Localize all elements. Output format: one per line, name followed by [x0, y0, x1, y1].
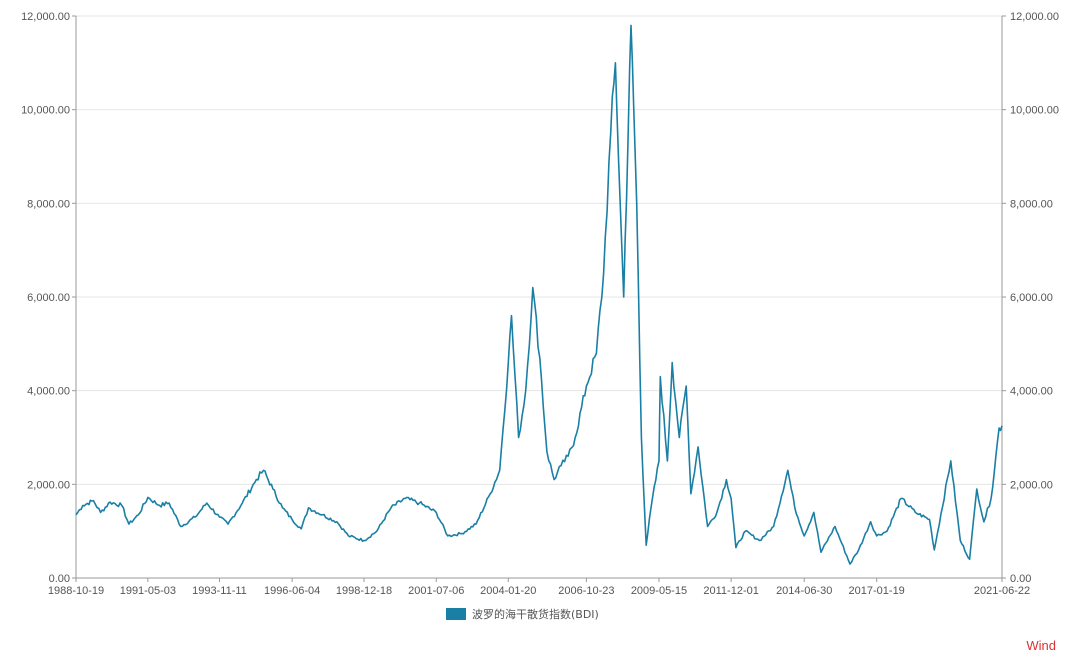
y-tick-label-left: 4,000.00 [27, 386, 70, 398]
y-tick-label-right: 8,000.00 [1010, 198, 1053, 210]
x-tick-label: 2004-01-20 [480, 585, 536, 597]
bdi-series-line [75, 24, 1003, 565]
x-tick-label: 1993-11-11 [192, 585, 247, 597]
x-tick-label: 1991-05-03 [120, 585, 176, 597]
wind-watermark: Wind [1026, 638, 1056, 653]
y-tick-label-right: 10,000.00 [1010, 105, 1059, 117]
y-tick-label-left: 2,000.00 [27, 479, 70, 491]
x-tick-label: 1988-10-19 [48, 585, 104, 597]
y-tick-label-left: 10,000.00 [21, 105, 70, 117]
x-tick-label: 2011-12-01 [703, 585, 758, 597]
y-tick-label-right: 0.00 [1010, 573, 1031, 585]
x-tick-label: 2009-05-15 [631, 585, 687, 597]
legend-label: 波罗的海干散货指数(BDI) [472, 608, 599, 621]
y-tick-label-right: 4,000.00 [1010, 386, 1053, 398]
grid-lines [76, 15, 1002, 485]
y-tick-label-left: 6,000.00 [27, 292, 70, 304]
x-tick-label: 2001-07-06 [408, 585, 464, 597]
y-tick-label-right: 12,000.00 [1010, 11, 1059, 23]
y-tick-label-left: 0.00 [49, 573, 70, 585]
x-tick-label: 2021-06-22 [974, 585, 1030, 597]
legend[interactable]: 波罗的海干散货指数(BDI) [446, 606, 599, 622]
x-axis-ticks: 1988-10-19 1991-05-03 1993-11-11 1996-06-04… [48, 578, 1030, 597]
x-tick-label: 1998-12-18 [336, 585, 392, 597]
x-tick-label: 1996-06-04 [264, 585, 320, 597]
y-tick-label-right: 2,000.00 [1010, 479, 1053, 491]
y-tick-label-left: 12,000.00 [21, 11, 70, 23]
y-axis-left-ticks: 0.00 2,000.00 4,000.00 6,000.00 8,000.00 10,0… [21, 11, 76, 585]
y-tick-label-left: 8,000.00 [27, 198, 70, 210]
x-tick-label: 2014-06-30 [776, 585, 832, 597]
x-tick-label: 2017-01-19 [849, 585, 905, 597]
legend-swatch [446, 608, 466, 620]
y-axis-right-ticks: 0.00 2,000.00 4,000.00 6,000.00 8,000.00 10,0… [1002, 11, 1059, 585]
y-tick-label-right: 6,000.00 [1010, 292, 1053, 304]
x-tick-label: 2006-10-23 [558, 585, 614, 597]
series-layer [75, 24, 1003, 565]
